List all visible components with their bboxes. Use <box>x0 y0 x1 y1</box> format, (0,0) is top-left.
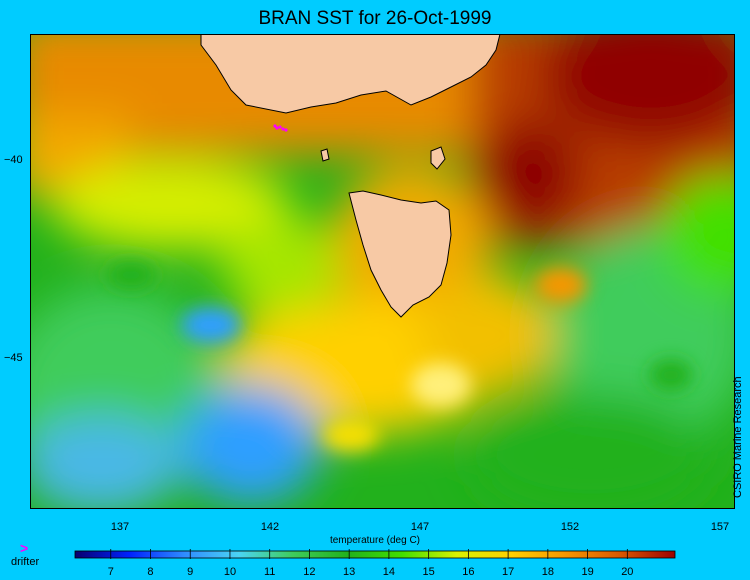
colorbar-tick-label: 14 <box>382 566 396 578</box>
colorbar-tick-label: 7 <box>107 566 114 578</box>
lat-tick-label: −45 <box>4 351 23 364</box>
lon-tick-label: 147 <box>410 521 430 533</box>
colorbar-tick-label: 18 <box>541 566 554 578</box>
mainland-australia-land <box>200 35 501 114</box>
sst-map-canvas <box>31 35 734 508</box>
lon-tick-label: 137 <box>110 521 130 533</box>
colorbar-tick-label: 9 <box>187 566 194 578</box>
drifter-legend-label: drifter <box>11 556 40 568</box>
colorbar-tick-label: 11 <box>263 566 276 578</box>
colorbar-tick-label: 17 <box>501 566 515 578</box>
colorbar-tick-label: 13 <box>343 566 356 578</box>
colorbar-title: temperature (deg C) <box>329 535 421 546</box>
colorbar-gradient <box>74 550 676 559</box>
lat-tick-label: −40 <box>4 153 23 166</box>
flinders-island-land <box>430 146 446 170</box>
colorbar-tick-label: 8 <box>147 566 154 578</box>
lon-tick-label: 152 <box>560 521 580 533</box>
sst-map[interactable] <box>30 34 735 509</box>
drifter-legend-icon: > <box>20 540 29 556</box>
drifter-track <box>273 124 288 132</box>
tasmania-land <box>348 190 452 318</box>
map-title: BRAN SST for 26-Oct-1999 <box>258 8 492 29</box>
lon-tick-label: 142 <box>260 521 280 533</box>
colorbar-tick-label: 15 <box>422 566 435 578</box>
colorbar-tick-label: 10 <box>223 566 237 578</box>
lon-tick-label: 157 <box>710 521 730 533</box>
king-island-land <box>320 148 330 162</box>
temperature-field <box>31 35 734 508</box>
colorbar-tick-label: 12 <box>303 566 316 578</box>
colorbar-tick-label: 20 <box>621 566 634 578</box>
credit-text: CSIRO Marine Research <box>732 376 744 498</box>
colorbar-tick-label: 16 <box>462 566 475 578</box>
colorbar-tick-label: 19 <box>581 566 594 578</box>
eddy-detail <box>106 261 693 451</box>
temperature-colorbar <box>74 549 676 559</box>
